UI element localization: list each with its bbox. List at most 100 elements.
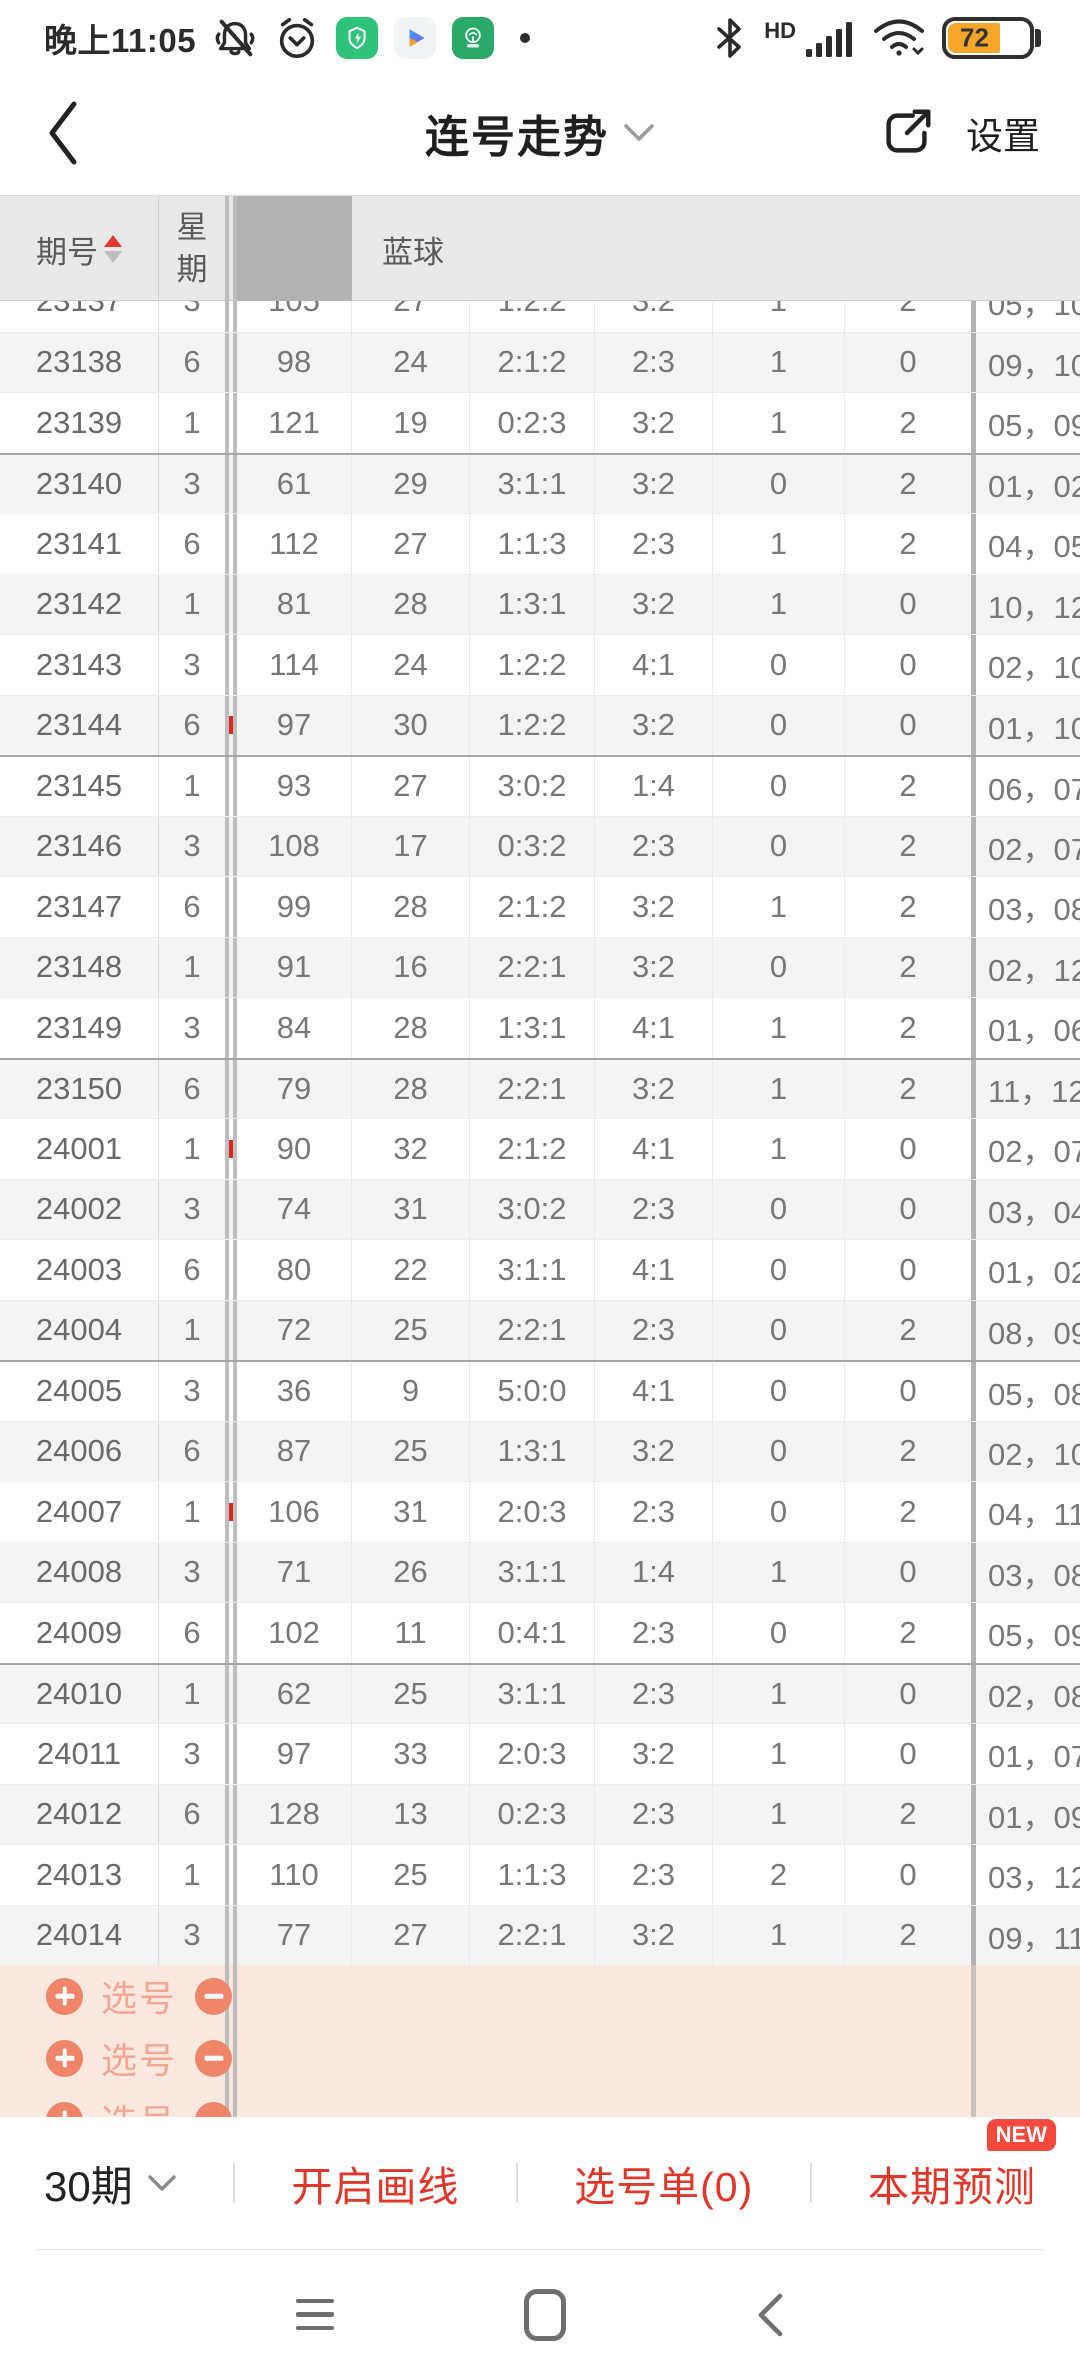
remove-pick-button[interactable] [195,2039,233,2077]
cell-sum: 128 [237,1784,352,1844]
cell-period: 23148 [0,937,159,997]
pick-label: 选号 [101,2094,177,2117]
cell-divider [225,1784,237,1844]
cell-blue-balls: 01，10 [988,710,1080,746]
cell-zone-ratio: 1:3:1 [470,574,595,634]
cell-repeat: 1 [713,1784,845,1844]
cell-span: 16 [352,937,470,997]
cell-consecutive: 2 [899,465,917,501]
cell-consecutive: 2 [899,1614,917,1650]
cell-repeat: 1 [713,1542,845,1602]
cell-zone-ratio: 0:3:2 [470,816,595,876]
pick-list-button[interactable]: 选号单(0) [574,2164,754,2210]
cell-sum: 62 [237,1664,352,1723]
cell-blue-divider [971,757,976,816]
cell-divider [225,757,237,816]
cell-blue-divider [971,1300,976,1360]
cell-consecutive: 0 [899,1856,917,1892]
table-row: 23138 6 98 24 2:1:2 2:3 1 0 09，10 [0,331,1080,392]
cell-blue-divider [971,1119,976,1179]
page-title: 连号走势 [425,112,609,162]
cell-repeat: 0 [713,816,845,876]
chevron-down-icon [148,2175,176,2191]
table-row: 23139 1 121 19 0:2:3 3:2 1 2 05，09 [0,392,1080,453]
prediction-button[interactable]: 本期预测 NEW [868,2119,1056,2213]
cell-blue-balls: 01，07 [988,1739,1080,1775]
nav-back-icon[interactable] [756,2292,784,2338]
cell-divider [225,1603,237,1663]
cell-odd-even: 2:3 [595,1603,713,1663]
cell-blue-balls: 04，05 [988,529,1080,565]
cell-repeat: 2 [713,1845,845,1905]
cell-repeat: 1 [713,877,845,937]
add-pick-button[interactable] [46,1977,83,2015]
table-row: 23146 3 108 17 0:3:2 2:3 0 2 02，07 [0,815,1080,876]
home-icon[interactable] [524,2288,566,2341]
cell-odd-even: 2:3 [595,816,713,876]
blue-column-divider [237,196,352,302]
cell-period: 24005 [0,1362,159,1421]
cell-period: 23145 [0,757,159,816]
cell-consecutive: 2 [899,828,917,864]
cell-sum: 72 [237,1300,352,1360]
bottom-toolbar: 30期 开启画线 选号单(0) 本期预测 NEW [0,2117,1080,2249]
add-pick-button[interactable] [46,2101,83,2117]
remove-pick-button[interactable] [195,2101,233,2117]
share-icon[interactable] [878,104,936,162]
column-header-period[interactable]: 期号 [0,196,159,302]
cell-sum: 105 [237,301,352,332]
period-count-dropdown[interactable]: 30期 [44,2153,177,2214]
cell-odd-even: 2:3 [595,332,713,392]
cell-repeat: 1 [713,574,845,634]
table-row: 23147 6 99 28 2:1:2 3:2 1 2 03，08 [0,876,1080,937]
cell-blue-balls: 05，09 [988,1618,1080,1654]
cell-odd-even: 2:3 [595,1300,713,1360]
table-scroll-area[interactable]: 23137 3 105 27 1:2:2 3:2 1 2 05，10 23138… [0,301,1080,2117]
add-pick-button[interactable] [46,2039,83,2077]
cell-period: 24006 [0,1421,159,1481]
table-row: 23143 3 114 24 1:2:2 4:1 0 0 02，10 [0,634,1080,695]
back-button[interactable] [44,97,88,169]
recents-menu-icon[interactable] [296,2298,334,2331]
cell-repeat: 0 [713,1482,845,1542]
draw-line-button[interactable]: 开启画线 [291,2164,460,2210]
cell-period: 23144 [0,695,159,755]
cell-period: 23146 [0,816,159,876]
cell-span: 24 [352,332,470,392]
app-header: 连号走势 设置 [0,70,1080,195]
cell-span: 25 [352,1664,470,1723]
table-row: 23140 3 61 29 3:1:1 3:2 0 2 01，02 [0,452,1080,513]
cell-consecutive: 2 [845,301,971,332]
cell-consecutive: 2 [899,1796,917,1832]
cell-sum: 93 [237,757,352,816]
cell-divider [225,1845,237,1905]
cell-divider [225,1300,237,1360]
cell-period: 24009 [0,1603,159,1663]
cell-span: 33 [352,1724,470,1784]
cell-weekday: 6 [183,707,201,743]
cell-period: 24002 [0,1179,159,1239]
cell-blue-balls: 09，11 [988,1920,1080,1956]
cell-blue-divider [971,816,976,876]
cell-span: 29 [352,454,470,513]
cell-divider [225,514,237,574]
cell-span: 28 [352,574,470,634]
cell-blue-divider [971,332,976,392]
cell-odd-even: 2:3 [595,1179,713,1239]
cell-blue-balls: 05，09 [988,408,1080,444]
settings-button[interactable]: 设置 [966,115,1040,157]
cell-span: 30 [352,695,470,755]
cell-sum: 112 [237,514,352,574]
cell-consecutive: 0 [899,344,917,380]
cell-span: 25 [352,1845,470,1905]
cell-sum: 97 [237,1724,352,1784]
remove-pick-button[interactable] [195,1977,233,2015]
cell-period: 23140 [0,454,159,513]
cell-sum: 97 [237,695,352,755]
cell-span: 31 [352,1482,470,1542]
cell-period: 23150 [0,1059,159,1118]
cell-weekday: 3 [183,646,201,682]
cell-period: 23143 [0,635,159,695]
title-dropdown[interactable]: 连号走势 [425,101,655,165]
cell-consecutive: 2 [899,525,917,561]
